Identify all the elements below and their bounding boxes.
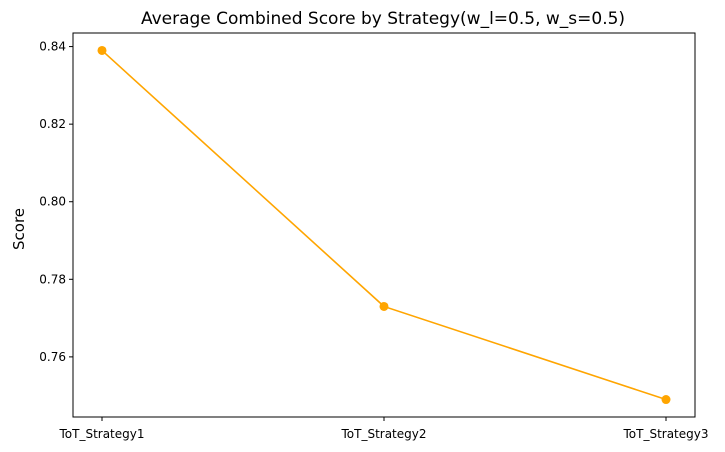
- x-tick-label: ToT_Strategy2: [340, 427, 426, 441]
- series-line: [101, 49, 667, 401]
- data-point: [379, 301, 389, 311]
- y-axis-label: Score: [10, 208, 28, 250]
- data-point: [97, 45, 107, 55]
- y-axis: 0.76 0.78 0.80 0.82 0.84: [39, 40, 73, 364]
- x-tick-label: ToT_Strategy1: [58, 427, 144, 441]
- series-group: [97, 45, 671, 405]
- x-tick-label: ToT_Strategy3: [622, 427, 708, 441]
- y-tick-label: 0.84: [39, 40, 66, 54]
- data-point: [661, 395, 671, 405]
- x-axis: ToT_Strategy1 ToT_Strategy2 ToT_Strategy3: [58, 417, 709, 441]
- y-tick-label: 0.80: [39, 195, 66, 209]
- plot-frame: [72, 32, 696, 418]
- y-tick-label: 0.78: [39, 272, 66, 286]
- chart-title: Average Combined Score by Strategy(w_l=0…: [141, 9, 625, 29]
- y-tick-label: 0.76: [39, 350, 66, 364]
- y-tick-label: 0.82: [39, 117, 66, 131]
